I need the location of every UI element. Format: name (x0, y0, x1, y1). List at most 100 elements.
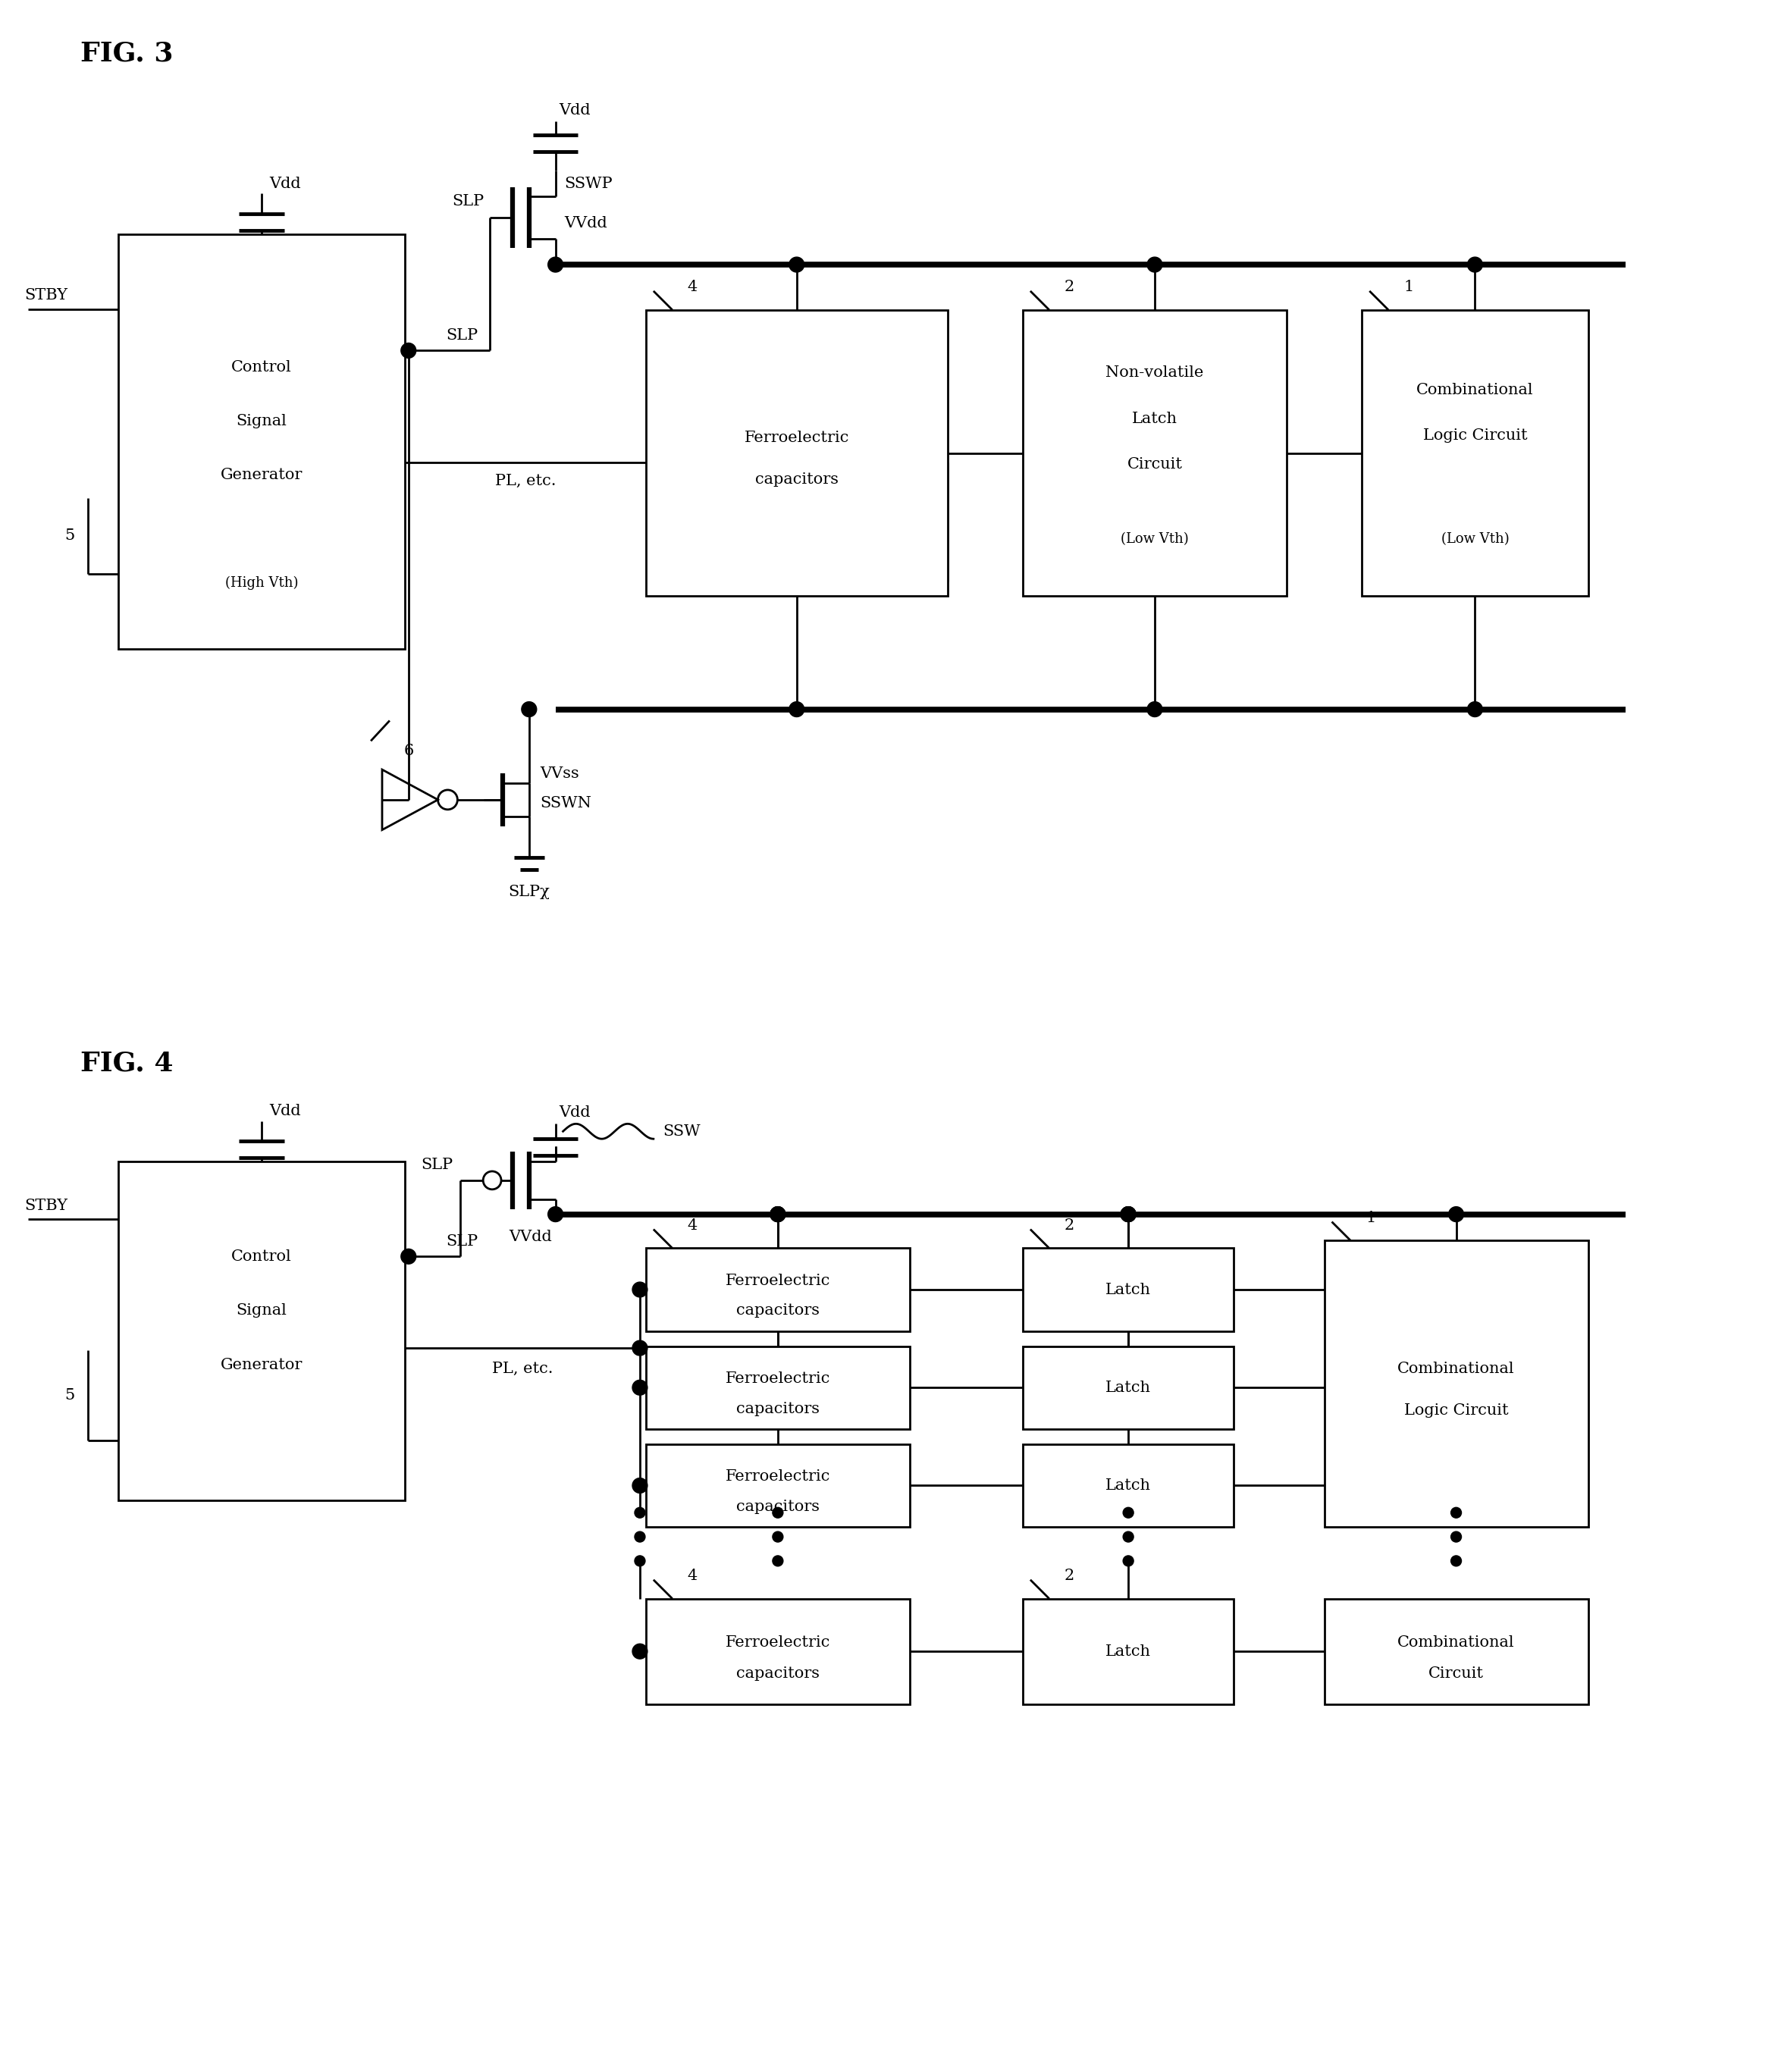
Circle shape (634, 1531, 645, 1542)
Text: 4: 4 (687, 1218, 698, 1233)
Bar (1022, 1347, 1234, 1430)
Text: (Low Vth): (Low Vth) (1120, 533, 1188, 545)
Text: Latch: Latch (1133, 412, 1177, 427)
Bar (1022, 311, 1286, 597)
Text: capacitors: capacitors (736, 1401, 819, 1415)
Circle shape (634, 1556, 645, 1566)
Text: Signal: Signal (237, 414, 287, 429)
Circle shape (1147, 257, 1163, 271)
Circle shape (773, 1531, 784, 1542)
Text: Signal: Signal (237, 1303, 287, 1318)
Circle shape (1448, 1206, 1464, 1222)
Text: Circuit: Circuit (1127, 458, 1183, 472)
Text: VVdd: VVdd (565, 215, 607, 230)
Text: SLP: SLP (447, 1235, 477, 1249)
Circle shape (632, 1477, 648, 1494)
Text: SLPχ: SLPχ (508, 885, 550, 899)
Text: Vdd: Vdd (269, 1104, 301, 1119)
Text: Latch: Latch (1106, 1283, 1151, 1297)
Circle shape (1120, 1206, 1136, 1222)
Text: 2: 2 (1065, 280, 1074, 294)
Circle shape (1468, 702, 1482, 717)
Text: SSW: SSW (663, 1125, 700, 1138)
Text: Generator: Generator (221, 468, 303, 483)
Bar (1022, 1600, 1234, 1703)
Text: Vdd: Vdd (269, 176, 301, 191)
Circle shape (401, 1249, 417, 1264)
Text: Ferroelectric: Ferroelectric (725, 1469, 830, 1484)
Circle shape (1124, 1556, 1133, 1566)
Text: 2: 2 (1065, 1218, 1074, 1233)
Circle shape (789, 257, 805, 271)
Bar (1362, 311, 1589, 597)
Circle shape (771, 1206, 785, 1222)
Text: capacitors: capacitors (736, 1500, 819, 1515)
Text: Logic Circuit: Logic Circuit (1403, 1403, 1509, 1417)
Text: Ferroelectric: Ferroelectric (725, 1372, 830, 1386)
Text: 6: 6 (404, 744, 413, 758)
Text: Generator: Generator (221, 1357, 303, 1372)
Text: capacitors: capacitors (736, 1666, 819, 1680)
Circle shape (1124, 1531, 1133, 1542)
Text: Control: Control (232, 361, 292, 375)
Circle shape (549, 1206, 563, 1222)
Text: STBY: STBY (25, 288, 68, 303)
Text: Control: Control (232, 1249, 292, 1264)
Text: Circuit: Circuit (1428, 1666, 1484, 1680)
Circle shape (773, 1556, 784, 1566)
Circle shape (771, 1206, 785, 1222)
Text: Vdd: Vdd (559, 1104, 591, 1119)
Circle shape (1468, 257, 1482, 271)
Circle shape (789, 702, 805, 717)
Text: capacitors: capacitors (736, 1303, 819, 1318)
Text: 1: 1 (1366, 1210, 1377, 1225)
Text: SSWN: SSWN (540, 796, 591, 810)
Bar (647, 311, 947, 597)
Bar (1022, 1247, 1234, 1330)
Text: 4: 4 (687, 280, 698, 294)
Circle shape (1147, 702, 1163, 717)
Text: Non-volatile: Non-volatile (1106, 365, 1204, 379)
Circle shape (549, 257, 563, 271)
Bar (1022, 1444, 1234, 1527)
Bar (1325, 1600, 1589, 1703)
Circle shape (632, 1283, 648, 1297)
Text: 4: 4 (687, 1569, 698, 1583)
Bar (647, 1247, 910, 1330)
Text: 5: 5 (64, 1388, 75, 1403)
Text: PL, etc.: PL, etc. (492, 1361, 552, 1376)
Text: capacitors: capacitors (755, 472, 839, 487)
Circle shape (632, 1643, 648, 1660)
Bar (1325, 1241, 1589, 1527)
Text: 5: 5 (64, 528, 75, 543)
Circle shape (1120, 1206, 1136, 1222)
Circle shape (1120, 1206, 1136, 1222)
Circle shape (401, 344, 417, 358)
Text: SLP: SLP (420, 1158, 452, 1173)
Text: Latch: Latch (1106, 1645, 1151, 1658)
Circle shape (1452, 1508, 1462, 1519)
Circle shape (771, 1206, 785, 1222)
Text: VVdd: VVdd (509, 1229, 552, 1243)
Text: Combinational: Combinational (1398, 1361, 1516, 1376)
Text: 2: 2 (1065, 1569, 1074, 1583)
Text: Ferroelectric: Ferroelectric (725, 1274, 830, 1289)
Circle shape (632, 1380, 648, 1394)
Text: Latch: Latch (1106, 1380, 1151, 1394)
Text: 1: 1 (1403, 280, 1414, 294)
Text: Vdd: Vdd (559, 104, 591, 118)
Text: PL, etc.: PL, etc. (495, 474, 556, 489)
Text: SLP: SLP (447, 327, 477, 342)
Text: Combinational: Combinational (1416, 383, 1533, 398)
Text: VVss: VVss (540, 767, 579, 781)
Circle shape (522, 702, 536, 717)
Text: Ferroelectric: Ferroelectric (744, 431, 850, 445)
Text: SLP: SLP (452, 195, 484, 207)
Circle shape (632, 1341, 648, 1355)
Bar (118, 1162, 404, 1500)
Circle shape (1124, 1508, 1133, 1519)
Circle shape (773, 1508, 784, 1519)
Text: (Low Vth): (Low Vth) (1441, 533, 1509, 545)
Circle shape (1452, 1556, 1462, 1566)
Text: Logic Circuit: Logic Circuit (1423, 429, 1526, 443)
